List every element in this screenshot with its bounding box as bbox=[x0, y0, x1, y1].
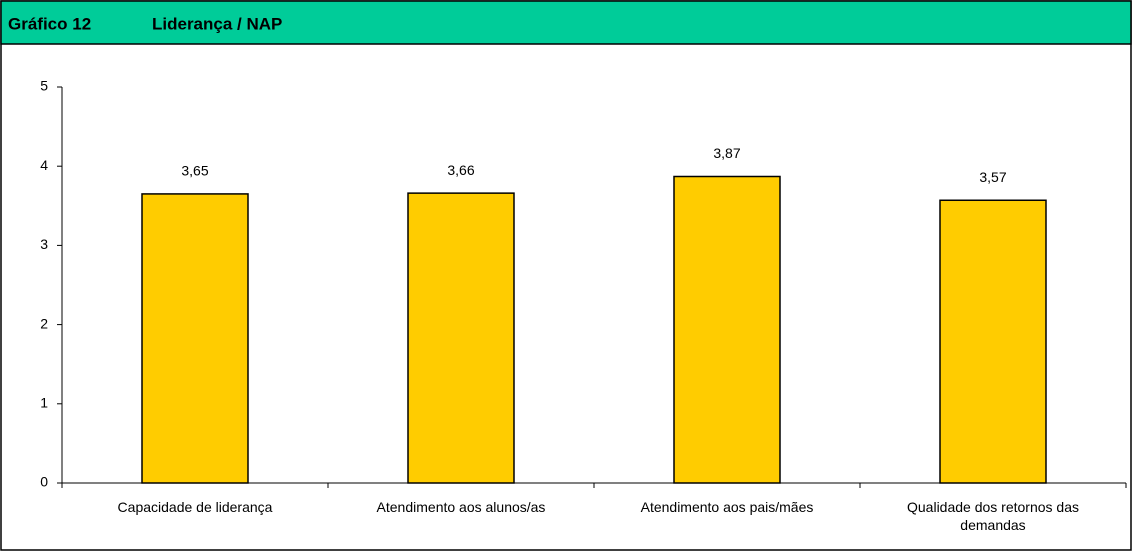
header bbox=[0, 0, 1132, 45]
bar bbox=[141, 193, 249, 484]
bar bbox=[407, 192, 515, 484]
bar bbox=[939, 199, 1047, 484]
y-tick-label: 4 bbox=[40, 157, 48, 173]
x-tick-label: Qualidade dos retornos das demandas bbox=[907, 499, 1079, 533]
value-label: 3,87 bbox=[713, 145, 740, 161]
chart-label: Gráfico 12 bbox=[8, 14, 91, 33]
x-tick-label: Atendimento aos pais/mães bbox=[640, 499, 814, 515]
x-tick-label: Atendimento aos alunos/as bbox=[376, 499, 546, 515]
bar bbox=[673, 175, 781, 484]
y-tick-label: 0 bbox=[40, 474, 48, 490]
value-label: 3,57 bbox=[979, 169, 1006, 185]
y-tick-label: 3 bbox=[40, 236, 48, 252]
y-tick-label: 2 bbox=[40, 315, 48, 331]
chart-title: Liderança / NAP bbox=[152, 14, 282, 33]
y-tick-label: 5 bbox=[40, 78, 48, 94]
value-label: 3,65 bbox=[181, 163, 208, 179]
value-label: 3,66 bbox=[447, 162, 474, 178]
y-tick-label: 1 bbox=[40, 395, 48, 411]
x-tick-label: Capacidade de liderança bbox=[117, 499, 273, 515]
